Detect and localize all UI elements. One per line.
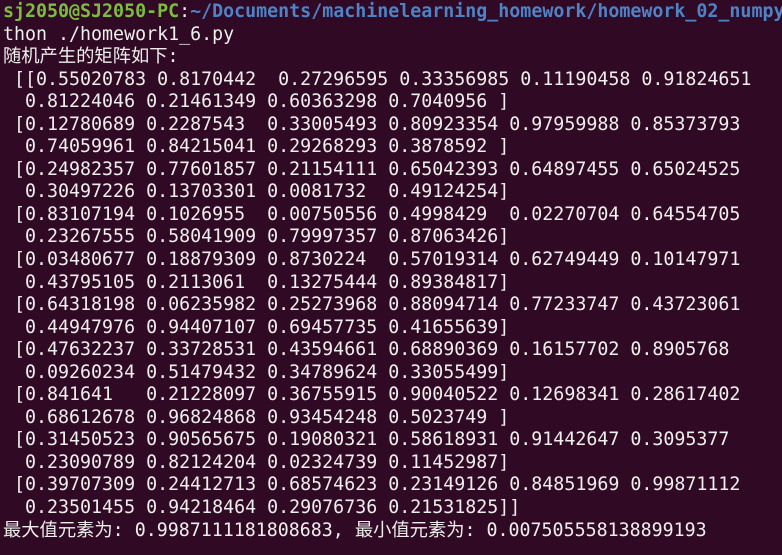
result-line: 最大值元素为: 0.9987111181808683, 最小值元素为: 0.00… [3,519,707,541]
matrix-row-line: [0.83107194 0.1026955 0.00750556 0.49984… [3,203,741,225]
prompt-path: ~/Documents/machinelearning_homework/hom… [190,1,782,22]
terminal-output: sj2050@SJ2050-PC:~/Documents/machinelear… [3,1,782,542]
matrix-row-line: [0.24982357 0.77601857 0.21154111 0.6504… [3,158,741,180]
matrix-row-line: 0.23267555 0.58041909 0.79997357 0.87063… [3,226,510,248]
matrix-row-line: [0.12780689 0.2287543 0.33005493 0.80923… [3,113,741,135]
matrix-row-line: [0.31450523 0.90565675 0.19080321 0.5861… [3,429,730,451]
matrix-row-line: 0.81224046 0.21461349 0.60363298 0.70409… [3,91,510,113]
matrix-row-line: 0.68612678 0.96824868 0.93454248 0.50237… [3,406,510,428]
prompt-separator: : [179,1,191,22]
matrix-row-line: 0.74059961 0.84215041 0.29268293 0.38785… [3,136,510,158]
prompt-user-host: sj2050@SJ2050-PC [3,1,180,22]
matrix-row-line: [0.39707309 0.24412713 0.68574623 0.2314… [3,474,741,496]
matrix-row-line: [0.03480677 0.18879309 0.8730224 0.57019… [3,249,741,271]
matrix-row-line: [[0.55020783 0.8170442 0.27296595 0.3335… [3,68,752,90]
matrix-row-line: 0.23501455 0.94218464 0.29076736 0.21531… [3,497,521,519]
matrix-row-line: [0.47632237 0.33728531 0.43594661 0.6889… [3,339,730,361]
prompt-line: sj2050@SJ2050-PC:~/Documents/machinelear… [3,1,782,24]
matrix-row-line: 0.44947976 0.94407107 0.69457735 0.41655… [3,316,510,338]
command-line: thon ./homework1_6.py [3,23,235,45]
matrix-row-line: 0.23090789 0.82124204 0.02324739 0.11452… [3,451,510,473]
matrix-row-line: [0.841641 0.21228097 0.36755915 0.900405… [3,384,741,406]
matrix-row-line: 0.43795105 0.2113061 0.13275444 0.893848… [3,271,510,293]
program-output: 随机产生的矩阵如下: [[0.55020783 0.8170442 0.2729… [3,46,782,542]
matrix-row-line: 0.09260234 0.51479432 0.34789624 0.33055… [3,361,510,383]
matrix-heading: 随机产生的矩阵如下: [3,46,179,68]
matrix-row-line: 0.30497226 0.13703301 0.0081732 0.491242… [3,181,510,203]
matrix-row-line: [0.64318198 0.06235982 0.25273968 0.8809… [3,294,741,316]
